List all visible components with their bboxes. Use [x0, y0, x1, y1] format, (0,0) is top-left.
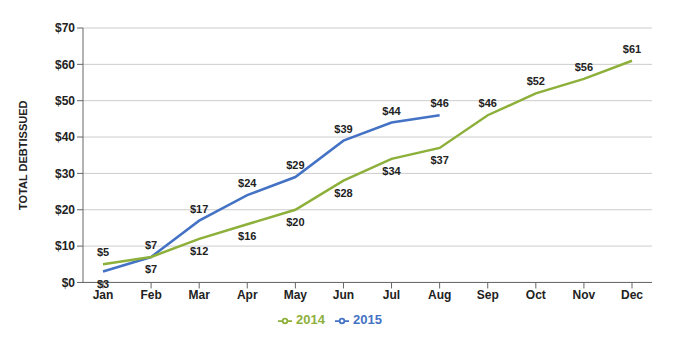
svg-text:$40: $40 — [55, 130, 75, 144]
svg-text:Oct: Oct — [526, 288, 546, 302]
svg-text:$5: $5 — [97, 246, 109, 258]
svg-text:Nov: Nov — [573, 288, 596, 302]
svg-text:$50: $50 — [55, 94, 75, 108]
svg-text:$16: $16 — [238, 230, 256, 242]
html-text:2015: 2015 — [353, 312, 382, 328]
svg-text:$10: $10 — [55, 239, 75, 253]
svg-text:$60: $60 — [55, 58, 75, 72]
svg-text:$46: $46 — [430, 97, 448, 109]
svg-text:Apr: Apr — [237, 288, 258, 302]
svg-text:Aug: Aug — [428, 288, 451, 302]
svg-text:Sep: Sep — [477, 288, 499, 302]
svg-text:Jun: Jun — [333, 288, 354, 302]
svg-text:$61: $61 — [623, 43, 641, 55]
svg-text:$30: $30 — [55, 167, 75, 181]
svg-text:$29: $29 — [286, 159, 304, 171]
svg-text:$7: $7 — [145, 263, 157, 275]
svg-text:$34: $34 — [382, 165, 401, 177]
svg-text:$24: $24 — [238, 177, 257, 189]
svg-text:$44: $44 — [382, 105, 401, 117]
svg-text:$7: $7 — [145, 239, 157, 251]
svg-text:$28: $28 — [334, 187, 352, 199]
svg-text:Jul: Jul — [383, 288, 400, 302]
svg-text:Dec: Dec — [621, 288, 643, 302]
svg-text:$56: $56 — [575, 61, 593, 73]
svg-text:$20: $20 — [286, 216, 304, 228]
svg-text:$70: $70 — [55, 21, 75, 35]
svg-text:$0: $0 — [62, 276, 76, 290]
svg-text:Mar: Mar — [189, 288, 211, 302]
svg-text:$52: $52 — [527, 75, 545, 87]
svg-text:$46: $46 — [479, 97, 497, 109]
svg-text:TOTAL DEBTISSUED: TOTAL DEBTISSUED — [17, 100, 29, 209]
svg-text:$20: $20 — [55, 203, 75, 217]
html-text:2014: 2014 — [296, 312, 325, 328]
svg-text:$12: $12 — [190, 245, 208, 257]
svg-text:Jan: Jan — [93, 288, 114, 302]
svg-text:Feb: Feb — [140, 288, 161, 302]
svg-text:$17: $17 — [190, 203, 208, 215]
svg-text:$37: $37 — [430, 154, 448, 166]
svg-text:$39: $39 — [334, 123, 352, 135]
svg-text:May: May — [284, 288, 308, 302]
svg-text:$3: $3 — [97, 278, 109, 290]
